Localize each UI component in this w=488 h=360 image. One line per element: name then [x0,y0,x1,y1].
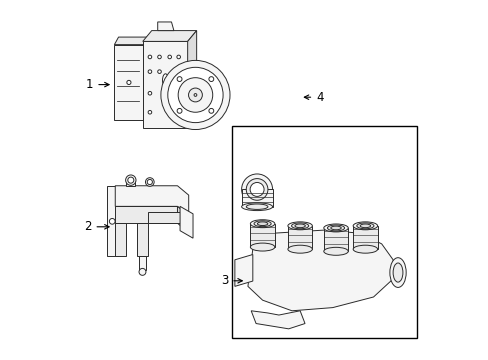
Circle shape [250,183,264,197]
Ellipse shape [352,222,377,230]
Circle shape [177,108,182,113]
Ellipse shape [392,263,402,282]
Text: 3: 3 [221,274,242,287]
Ellipse shape [291,223,308,229]
Ellipse shape [330,226,341,230]
Circle shape [172,69,183,80]
Polygon shape [139,256,145,270]
Circle shape [158,55,161,59]
Polygon shape [137,223,148,256]
Ellipse shape [287,245,312,253]
Ellipse shape [254,221,271,227]
Circle shape [139,269,145,275]
Bar [250,224,274,247]
Circle shape [148,55,151,59]
Bar [231,126,416,338]
Bar [126,180,135,186]
Polygon shape [180,206,193,238]
Ellipse shape [327,225,344,231]
Circle shape [208,108,213,113]
Circle shape [161,60,229,130]
Polygon shape [177,206,188,233]
Polygon shape [115,223,125,256]
Ellipse shape [360,224,370,228]
Ellipse shape [257,222,267,225]
Ellipse shape [246,204,267,210]
Circle shape [177,55,180,59]
Bar [241,189,272,207]
Ellipse shape [323,224,347,232]
Ellipse shape [162,74,168,87]
Circle shape [147,179,152,185]
Circle shape [194,94,197,96]
Circle shape [208,77,213,81]
Polygon shape [143,37,147,120]
Ellipse shape [352,245,377,253]
Circle shape [109,219,115,224]
Ellipse shape [250,243,274,251]
Polygon shape [115,186,188,216]
Circle shape [126,80,131,85]
Ellipse shape [323,247,347,255]
Circle shape [246,179,267,200]
Circle shape [127,177,134,183]
Circle shape [188,88,202,102]
Polygon shape [187,31,196,128]
Circle shape [178,78,212,112]
Bar [323,228,347,251]
Circle shape [148,111,151,114]
Bar [287,226,312,249]
Ellipse shape [294,224,305,228]
Polygon shape [106,186,118,256]
Text: 4: 4 [304,91,323,104]
Circle shape [148,91,151,95]
Circle shape [145,178,154,186]
Circle shape [148,70,151,73]
Polygon shape [148,212,180,223]
Circle shape [158,70,161,73]
Polygon shape [114,45,143,120]
Polygon shape [114,37,147,45]
Circle shape [177,91,180,95]
Circle shape [167,67,223,123]
Ellipse shape [356,223,373,229]
Polygon shape [247,230,392,311]
Polygon shape [115,206,177,223]
Polygon shape [142,41,187,128]
Circle shape [177,77,182,81]
Ellipse shape [250,220,274,228]
Polygon shape [142,31,196,41]
Circle shape [241,174,272,205]
Polygon shape [234,255,252,286]
Polygon shape [158,22,174,31]
Ellipse shape [287,222,312,230]
Ellipse shape [241,203,272,211]
Text: 2: 2 [84,220,109,233]
Text: 1: 1 [85,78,109,91]
Circle shape [167,55,171,59]
Polygon shape [251,311,305,329]
Ellipse shape [389,258,406,287]
Circle shape [177,111,180,114]
Bar [352,226,377,249]
Circle shape [125,175,136,185]
